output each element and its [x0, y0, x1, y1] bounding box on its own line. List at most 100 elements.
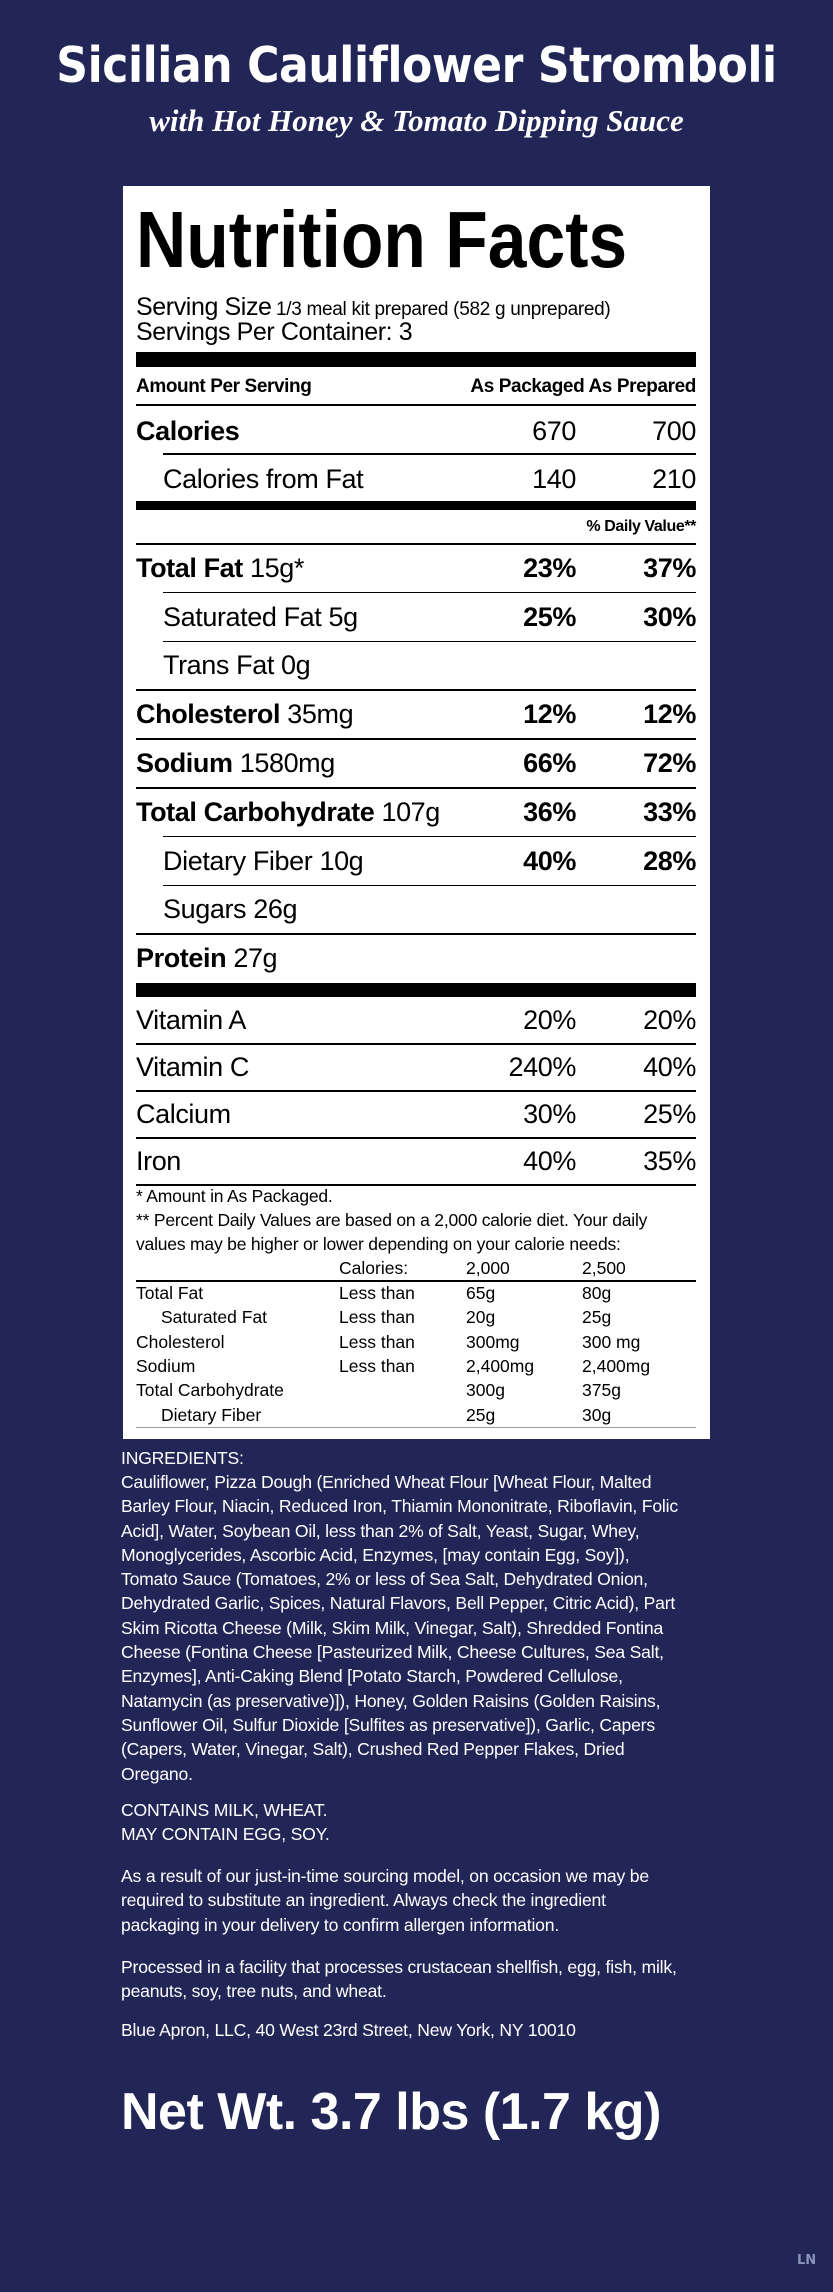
vitamin-name: Vitamin A	[136, 1005, 246, 1035]
dv-table-2000: 65g	[466, 1283, 496, 1303]
dv-table-qualifier: Less than	[339, 1331, 415, 1352]
ingredients-line: Cauliflower, Pizza Dough (Enriched Wheat…	[121, 1472, 652, 1492]
daily-value-header: % Daily Value**	[586, 518, 696, 535]
nutrient-name-cell: Total Fat 15g*	[136, 553, 456, 584]
divider	[136, 1043, 696, 1045]
nutrient-name-cell: Sugars 26g	[136, 894, 456, 925]
dv-table-qualifier: Less than	[339, 1355, 415, 1376]
vitamin-row: Vitamin A 20% 20%	[136, 997, 696, 1044]
ingredients-line: Barley Flour, Niacin, Reduced Iron, Thia…	[121, 1496, 678, 1517]
nutrient-amount: 107g	[381, 796, 440, 827]
footnote-daily-values-2: values may be higher or lower depending …	[136, 1234, 621, 1254]
calories-from-fat-prepared: 210	[652, 463, 696, 494]
vitamin-prepared: 25%	[643, 1099, 696, 1129]
ingredients-line: Sunflower Oil, Sulfur Dioxide [Sulfites …	[121, 1714, 655, 1735]
calories-packaged: 670	[532, 415, 576, 446]
dv-table-2000: 25g	[466, 1404, 496, 1425]
nutrient-amount: 35mg	[287, 699, 354, 730]
dv-table-qualifier: Less than	[339, 1283, 415, 1303]
divider	[136, 1280, 696, 1282]
ingredients-line: Natamycin (as preservative)]), Honey, Go…	[121, 1690, 661, 1711]
nutrient-name-cell: Dietary Fiber 10g	[136, 846, 456, 877]
dv-table-row: Dietary Fiber 25g 30g	[136, 1403, 696, 1427]
dv-table-header-cell: Calories:	[339, 1258, 409, 1278]
vitamin-name: Vitamin C	[136, 1052, 249, 1082]
dv-table-qualifier: Less than	[339, 1307, 415, 1328]
nutrient-row: Total Carbohydrate 107g 36% 33%	[136, 788, 696, 837]
ingredients-line: Cheese (Fontina Cheese [Pasteurized Milk…	[121, 1642, 664, 1663]
calories-prepared: 700	[652, 415, 696, 446]
ingredients-line: Dehydrated Garlic, Spices, Natural Flavo…	[121, 1593, 676, 1614]
dv-table-row: Total Carbohydrate 300g 375g	[136, 1378, 696, 1402]
nutrient-name: Dietary Fiber	[163, 845, 313, 876]
vitamin-name: Iron	[136, 1146, 181, 1176]
amount-per-serving: Amount Per Serving	[136, 376, 312, 397]
nutrient-name-cell: Trans Fat 0g	[136, 650, 456, 681]
nutrient-dv-packaged: 40%	[523, 845, 576, 876]
nutrient-dv-packaged: 23%	[523, 552, 576, 583]
dv-table-2000: 300g	[466, 1380, 505, 1401]
ingredients-line: (Capers, Water, Vinegar, Salt), Crushed …	[121, 1739, 625, 1760]
divider	[136, 1137, 696, 1139]
company-address: Blue Apron, LLC, 40 West 23rd Street, Ne…	[121, 2020, 576, 2040]
facility-note: Processed in a facility that processes c…	[121, 1955, 721, 2004]
nutrient-row: Saturated Fat 5g 25% 30%	[136, 593, 696, 642]
thick-divider	[136, 983, 696, 997]
watermark: LN	[797, 2253, 817, 2268]
nutrient-row: Sugars 26g	[136, 886, 696, 935]
vitamin-row: Vitamin C 240% 40%	[136, 1044, 696, 1091]
nutrient-amount: 15g*	[250, 552, 304, 583]
calories-from-fat-row: Calories from Fat 140 210	[136, 459, 696, 499]
nutrient-name: Trans Fat	[163, 650, 274, 681]
dv-table-header-cell: 2,500	[582, 1258, 626, 1278]
dv-table-2500: 80g	[582, 1283, 612, 1303]
nutrient-dv-prepared: 30%	[643, 601, 696, 632]
dv-table-nutrient: Total Carbohydrate	[136, 1380, 284, 1401]
medium-divider	[136, 501, 696, 510]
nutrition-facts-heading: Nutrition Facts	[136, 195, 628, 284]
footnote-daily-values-1: ** Percent Daily Values are based on a 2…	[136, 1210, 648, 1230]
divider	[163, 835, 696, 838]
nutrient-row: Dietary Fiber 10g 40% 28%	[136, 837, 696, 886]
divider	[163, 640, 696, 643]
ingredients-heading: INGREDIENTS:	[121, 1448, 244, 1468]
divider	[136, 787, 696, 789]
ingredients-line: Enzymes], Anti-Caking Blend [Potato Star…	[121, 1666, 623, 1687]
product-subtitle: with Hot Honey & Tomato Dipping Sauce	[149, 103, 684, 138]
nutrient-amount: 26g	[253, 894, 298, 925]
nutrient-row: Trans Fat 0g	[136, 642, 696, 691]
nutrient-name-cell: Cholesterol 35mg	[136, 699, 456, 730]
thick-divider	[136, 352, 696, 367]
divider	[136, 1427, 696, 1428]
vitamin-packaged: 30%	[523, 1099, 576, 1129]
nutrient-name-cell: Sodium 1580mg	[136, 748, 456, 779]
divider	[136, 933, 696, 935]
nutrient-dv-prepared: 28%	[643, 845, 696, 876]
divider	[136, 689, 696, 691]
divider	[136, 543, 696, 545]
vitamin-name: Calcium	[136, 1099, 231, 1129]
sourcing-note: As a result of our just-in-time sourcing…	[121, 1864, 721, 1937]
nutrient-name: Saturated Fat	[163, 601, 322, 632]
sourcing-note-line: packaging in your delivery to confirm al…	[121, 1914, 560, 1935]
nutrient-row: Sodium 1580mg 66% 72%	[136, 739, 696, 788]
nutrient-amount: 10g	[319, 845, 364, 876]
nutrient-dv-packaged: 12%	[523, 699, 576, 730]
product-title: Sicilian Cauliflower Stromboli	[56, 37, 777, 94]
divider	[136, 1184, 696, 1186]
nutrient-amount: 1580mg	[239, 748, 336, 779]
nutrient-row: Cholesterol 35mg 12% 12%	[136, 690, 696, 739]
dv-table-2500: 25g	[582, 1307, 612, 1328]
may-contain-allergens: MAY CONTAIN EGG, SOY.	[121, 1824, 330, 1844]
serving-size-value: 1/3 meal kit prepared (582 g unprepared)	[276, 299, 611, 320]
dv-table-2500: 300 mg	[582, 1331, 641, 1352]
vitamin-packaged: 240%	[508, 1052, 577, 1082]
ingredients-line: Skim Ricotta Cheese (Milk, Skim Milk, Vi…	[121, 1617, 664, 1638]
serving-size: Serving Size 1/3 meal kit prepared (582 …	[136, 292, 696, 322]
servings-per-container: Servings Per Container: 3	[136, 318, 413, 346]
ingredients-line: Acid], Water, Soybean Oil, less than 2% …	[121, 1520, 640, 1541]
divider	[163, 884, 696, 887]
dv-table-row: Sodium Less than 2,400mg 2,400mg	[136, 1354, 696, 1378]
nutrition-facts-label: Nutrition Facts Serving Size 1/3 meal ki…	[123, 186, 710, 1439]
divider	[136, 738, 696, 740]
